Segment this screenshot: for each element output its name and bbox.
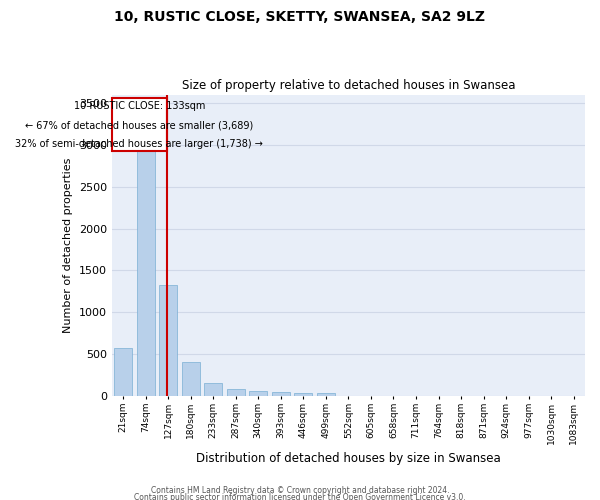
Text: Contains HM Land Registry data © Crown copyright and database right 2024.: Contains HM Land Registry data © Crown c… — [151, 486, 449, 495]
Text: Contains public sector information licensed under the Open Government Licence v3: Contains public sector information licen… — [134, 494, 466, 500]
Bar — [272, 392, 290, 396]
Bar — [137, 152, 155, 396]
Text: ← 67% of detached houses are smaller (3,689): ← 67% of detached houses are smaller (3,… — [25, 120, 254, 130]
Bar — [159, 286, 177, 396]
Text: 10, RUSTIC CLOSE, SKETTY, SWANSEA, SA2 9LZ: 10, RUSTIC CLOSE, SKETTY, SWANSEA, SA2 9… — [115, 10, 485, 24]
Text: 32% of semi-detached houses are larger (1,738) →: 32% of semi-detached houses are larger (… — [16, 139, 263, 149]
Bar — [249, 392, 267, 396]
X-axis label: Distribution of detached houses by size in Swansea: Distribution of detached houses by size … — [196, 452, 501, 465]
Bar — [317, 394, 335, 396]
Bar — [204, 383, 222, 396]
FancyBboxPatch shape — [112, 98, 167, 152]
Title: Size of property relative to detached houses in Swansea: Size of property relative to detached ho… — [182, 79, 515, 92]
Bar — [227, 390, 245, 396]
Text: 10 RUSTIC CLOSE: 133sqm: 10 RUSTIC CLOSE: 133sqm — [74, 102, 205, 112]
Bar — [295, 392, 313, 396]
Y-axis label: Number of detached properties: Number of detached properties — [63, 158, 73, 333]
Bar — [182, 362, 200, 396]
Bar — [114, 348, 132, 396]
